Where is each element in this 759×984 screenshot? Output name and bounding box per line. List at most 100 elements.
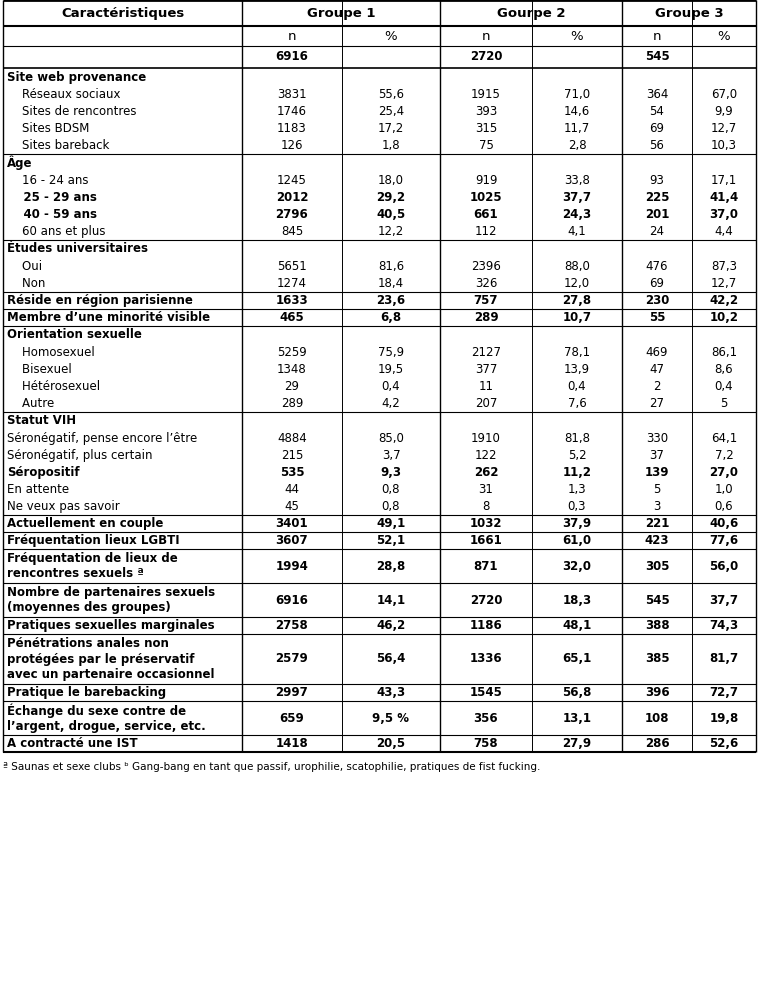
Text: 11: 11 <box>478 380 493 393</box>
Text: 20,5: 20,5 <box>376 737 405 750</box>
Text: 1274: 1274 <box>277 277 307 290</box>
Text: 81,7: 81,7 <box>710 652 739 665</box>
Text: Sites bareback: Sites bareback <box>7 139 109 152</box>
Text: 1,3: 1,3 <box>568 483 586 496</box>
Text: 1245: 1245 <box>277 174 307 187</box>
Text: 14,6: 14,6 <box>564 105 591 118</box>
Text: 139: 139 <box>644 466 669 479</box>
Text: 40,5: 40,5 <box>376 208 405 221</box>
Text: 81,8: 81,8 <box>564 432 590 445</box>
Text: %: % <box>571 30 584 42</box>
Text: 919: 919 <box>474 174 497 187</box>
Text: Statut VIH: Statut VIH <box>7 414 76 427</box>
Text: Groupe 1: Groupe 1 <box>307 7 375 20</box>
Text: 2: 2 <box>653 380 661 393</box>
Text: 545: 545 <box>644 50 669 64</box>
Text: 469: 469 <box>646 346 668 359</box>
Text: 54: 54 <box>650 105 664 118</box>
Text: 5: 5 <box>653 483 660 496</box>
Text: Ne veux pas savoir: Ne veux pas savoir <box>7 500 120 513</box>
Text: Réseaux sociaux: Réseaux sociaux <box>7 88 121 101</box>
Text: 55: 55 <box>649 311 665 324</box>
Text: Membre d’une minorité visible: Membre d’une minorité visible <box>7 311 210 324</box>
Text: 1348: 1348 <box>277 363 307 376</box>
Text: n: n <box>288 30 296 42</box>
Text: 230: 230 <box>645 294 669 307</box>
Text: 71,0: 71,0 <box>564 88 590 101</box>
Text: 27,0: 27,0 <box>710 466 739 479</box>
Text: 1,8: 1,8 <box>382 139 400 152</box>
Text: 364: 364 <box>646 88 668 101</box>
Text: 40 - 59 ans: 40 - 59 ans <box>7 208 97 221</box>
Text: 10,7: 10,7 <box>562 311 591 324</box>
Text: 871: 871 <box>474 560 498 573</box>
Text: 545: 545 <box>644 593 669 606</box>
Text: Pénétrations anales non
protégées par le préservatif
avec un partenaire occasion: Pénétrations anales non protégées par le… <box>7 637 215 681</box>
Text: n: n <box>482 30 490 42</box>
Text: 29,2: 29,2 <box>376 191 405 204</box>
Text: 27,9: 27,9 <box>562 737 591 750</box>
Text: 3401: 3401 <box>276 517 308 530</box>
Text: 56,8: 56,8 <box>562 686 592 699</box>
Text: 1545: 1545 <box>470 686 502 699</box>
Text: 55,6: 55,6 <box>378 88 404 101</box>
Text: Réside en région parisienne: Réside en région parisienne <box>7 294 193 307</box>
Text: Oui: Oui <box>7 260 43 273</box>
Text: 69: 69 <box>650 277 664 290</box>
Text: ª Saunas et sexe clubs ᵇ Gang-bang en tant que passif, urophilie, scatophilie, p: ª Saunas et sexe clubs ᵇ Gang-bang en ta… <box>3 762 540 772</box>
Text: 60 ans et plus: 60 ans et plus <box>7 225 106 238</box>
Text: 2396: 2396 <box>471 260 501 273</box>
Text: 0,4: 0,4 <box>715 380 733 393</box>
Text: 108: 108 <box>644 711 669 724</box>
Text: 126: 126 <box>281 139 304 152</box>
Text: Sites de rencontres: Sites de rencontres <box>7 105 137 118</box>
Text: 305: 305 <box>644 560 669 573</box>
Text: 19,5: 19,5 <box>378 363 404 376</box>
Text: Échange du sexe contre de
l’argent, drogue, service, etc.: Échange du sexe contre de l’argent, drog… <box>7 703 206 733</box>
Text: Groupe 3: Groupe 3 <box>655 7 723 20</box>
Text: 23,6: 23,6 <box>376 294 405 307</box>
Text: 12,0: 12,0 <box>564 277 590 290</box>
Text: Études universitaires: Études universitaires <box>7 242 148 256</box>
Text: Fréquentation de lieux de
rencontres sexuels ª: Fréquentation de lieux de rencontres sex… <box>7 552 178 581</box>
Text: 69: 69 <box>650 122 664 135</box>
Text: 12,7: 12,7 <box>711 277 737 290</box>
Text: 845: 845 <box>281 225 303 238</box>
Text: 43,3: 43,3 <box>376 686 405 699</box>
Text: 72,7: 72,7 <box>710 686 739 699</box>
Text: 1746: 1746 <box>277 105 307 118</box>
Text: 2,8: 2,8 <box>568 139 586 152</box>
Text: 1661: 1661 <box>470 534 502 547</box>
Text: 535: 535 <box>279 466 304 479</box>
Text: 47: 47 <box>650 363 664 376</box>
Text: 10,2: 10,2 <box>710 311 739 324</box>
Text: 75: 75 <box>479 139 493 152</box>
Text: Hétérosexuel: Hétérosexuel <box>7 380 100 393</box>
Text: 465: 465 <box>279 311 304 324</box>
Text: 1418: 1418 <box>276 737 308 750</box>
Text: Pratiques sexuelles marginales: Pratiques sexuelles marginales <box>7 619 215 632</box>
Text: 87,3: 87,3 <box>711 260 737 273</box>
Text: 215: 215 <box>281 449 303 462</box>
Text: 0,8: 0,8 <box>382 483 400 496</box>
Text: 661: 661 <box>474 208 499 221</box>
Text: 9,9: 9,9 <box>715 105 733 118</box>
Text: 0,8: 0,8 <box>382 500 400 513</box>
Text: 9,3: 9,3 <box>380 466 402 479</box>
Text: 6916: 6916 <box>276 593 308 606</box>
Text: 13,9: 13,9 <box>564 363 590 376</box>
Text: 0,3: 0,3 <box>568 500 586 513</box>
Text: 1915: 1915 <box>471 88 501 101</box>
Text: 356: 356 <box>474 711 499 724</box>
Text: 81,6: 81,6 <box>378 260 404 273</box>
Text: 1910: 1910 <box>471 432 501 445</box>
Text: 6,8: 6,8 <box>380 311 402 324</box>
Text: 1336: 1336 <box>470 652 502 665</box>
Text: 757: 757 <box>474 294 498 307</box>
Text: 396: 396 <box>644 686 669 699</box>
Text: 2720: 2720 <box>470 50 502 64</box>
Text: 1,0: 1,0 <box>715 483 733 496</box>
Text: 330: 330 <box>646 432 668 445</box>
Text: 14,1: 14,1 <box>376 593 405 606</box>
Text: 28,8: 28,8 <box>376 560 405 573</box>
